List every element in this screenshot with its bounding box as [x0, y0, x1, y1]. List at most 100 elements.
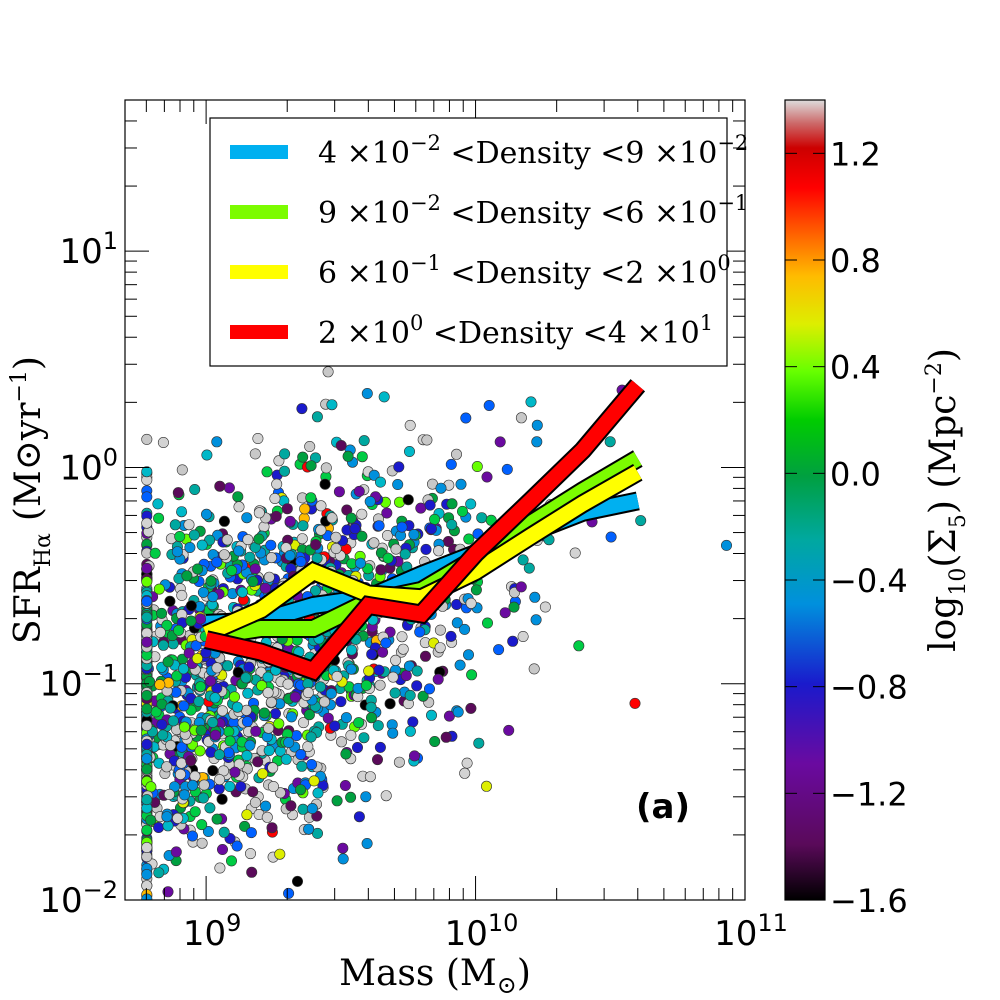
scatter-point — [185, 600, 197, 612]
scatter-point — [267, 762, 279, 774]
scatter-point — [171, 670, 183, 682]
scatter-point — [340, 712, 352, 724]
scatter-point — [374, 476, 386, 488]
scatter-point — [172, 812, 184, 824]
scatter-point — [214, 480, 226, 492]
scatter-point — [315, 500, 327, 512]
scatter-point — [162, 820, 174, 832]
scatter-point — [296, 403, 308, 415]
scatter-point — [333, 486, 345, 498]
scatter-point — [399, 548, 411, 560]
scatter-point — [141, 491, 153, 503]
scatter-point — [167, 715, 179, 727]
scatter-point — [353, 717, 365, 729]
colorbar-label-sub10: 10 — [946, 568, 971, 596]
colorbar-label-mid: (Σ — [923, 528, 964, 568]
scatter-point — [285, 800, 297, 812]
scatter-point — [452, 706, 464, 718]
legend-swatch — [230, 205, 288, 219]
scatter-point — [419, 650, 431, 662]
scatter-point — [214, 862, 226, 874]
scatter-point — [368, 537, 380, 549]
scatter-point — [195, 724, 207, 736]
scatter-point — [345, 644, 357, 656]
scatter-point — [175, 768, 187, 780]
scatter-point — [354, 557, 366, 569]
scatter-point — [530, 614, 542, 626]
scatter-point — [141, 636, 153, 648]
scatter-point — [340, 748, 352, 760]
scatter-point — [481, 617, 493, 629]
scatter-point — [345, 791, 357, 803]
scatter-point — [424, 499, 436, 511]
scatter-point — [493, 644, 505, 656]
scatter-point — [196, 837, 208, 849]
scatter-point — [211, 436, 223, 448]
scatter-point — [197, 586, 209, 598]
scatter-point — [392, 478, 404, 490]
scatter-point — [223, 726, 235, 738]
scatter-point — [335, 439, 347, 451]
scatter-point — [224, 780, 236, 792]
scatter-point — [361, 837, 373, 849]
scatter-point — [356, 451, 368, 463]
scatter-point — [529, 591, 541, 603]
scatter-point — [156, 718, 168, 730]
scatter-point — [152, 498, 164, 510]
scatter-point — [191, 652, 203, 664]
scatter-point — [161, 811, 173, 823]
scatter-point — [481, 471, 493, 483]
scatter-point — [461, 757, 473, 769]
scatter-point — [539, 601, 551, 613]
scatter-point — [356, 508, 368, 520]
scatter-point — [253, 507, 265, 519]
scatter-point — [157, 729, 169, 741]
x-axis-label-close: ) — [517, 953, 531, 994]
legend-box — [209, 117, 728, 367]
scatter-point — [213, 783, 225, 795]
scatter-point — [257, 768, 269, 780]
scatter-point — [377, 646, 389, 658]
scatter-point — [223, 747, 235, 759]
legend-swatch — [230, 145, 288, 159]
scatter-point — [283, 887, 295, 899]
scatter-point — [263, 571, 275, 583]
scatter-point — [295, 784, 307, 796]
scatter-point — [211, 813, 223, 825]
scatter-point — [423, 683, 435, 695]
scatter-point — [179, 789, 191, 801]
legend-label: 4 ×10−2 <Density <9 ×10−2 — [318, 131, 748, 171]
scatter-point — [390, 654, 402, 666]
scatter-point — [169, 781, 181, 793]
y-tick-label: 10−2 — [39, 876, 118, 921]
y-tick-label: 100 — [59, 443, 118, 488]
scatter-point — [258, 707, 270, 719]
scatter-point — [253, 533, 265, 545]
scatter-point — [249, 796, 261, 808]
scatter-point — [157, 436, 169, 448]
scatter-point — [142, 906, 152, 916]
scatter-point — [211, 662, 223, 674]
scatter-point — [240, 672, 252, 684]
scatter-point — [411, 680, 423, 692]
scatter-point — [229, 691, 241, 703]
colorbar-tick-label: −0.8 — [830, 669, 908, 707]
scatter-point — [178, 663, 190, 675]
scatter-point — [480, 780, 492, 792]
scatter-point — [331, 795, 343, 807]
scatter-point — [417, 690, 429, 702]
scatter-point — [635, 515, 647, 527]
scatter-point — [315, 524, 327, 536]
scatter-point — [297, 803, 309, 815]
scatter-point — [281, 503, 293, 515]
scatter-point — [141, 433, 153, 445]
scatter-point — [366, 648, 378, 660]
scatter-point — [305, 731, 317, 743]
scatter-point — [245, 848, 257, 860]
scatter-point — [266, 822, 278, 834]
scatter-point — [157, 639, 169, 651]
scatter-point — [262, 687, 274, 699]
scatter-point — [331, 670, 343, 682]
scatter-point — [233, 501, 245, 513]
scatter-point — [320, 462, 332, 474]
